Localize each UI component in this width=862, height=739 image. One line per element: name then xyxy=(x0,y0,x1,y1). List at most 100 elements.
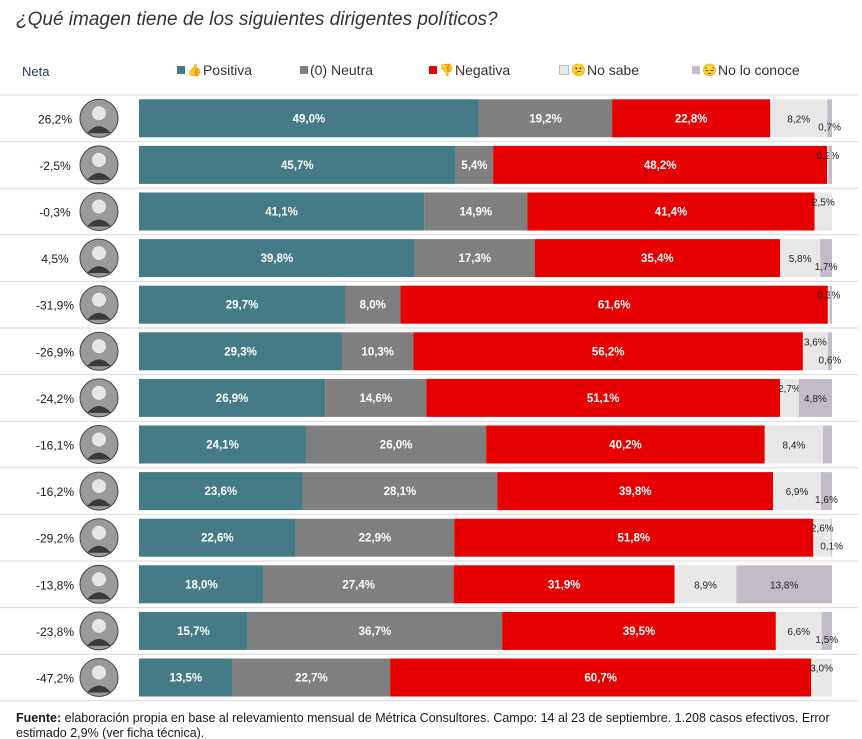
legend-label: No sabe xyxy=(586,62,640,78)
neta-value: -16,1% xyxy=(36,439,74,453)
bar-segment xyxy=(139,145,456,184)
neta-value: -2,5% xyxy=(39,159,71,173)
bar-segment xyxy=(674,565,737,604)
avatar-body xyxy=(87,638,111,646)
data-label: 26,0% xyxy=(380,440,413,452)
bar-segment xyxy=(827,145,829,184)
avatar-body xyxy=(87,219,111,227)
bar-segment xyxy=(342,332,414,371)
data-label: 19,2% xyxy=(529,113,562,125)
data-label: 14,9% xyxy=(459,207,492,219)
legend-label: Positiva xyxy=(202,62,252,78)
avatar-face xyxy=(92,246,106,261)
bar-segment xyxy=(813,518,832,557)
data-label: 5,4% xyxy=(461,160,487,172)
bar-segment xyxy=(139,658,233,697)
bar-segment xyxy=(139,472,303,511)
neta-value: -23,8% xyxy=(36,625,74,639)
avatar-body xyxy=(87,405,111,413)
bar-segment xyxy=(426,378,781,417)
legend-item-5: 😔 No lo conoce xyxy=(692,62,800,78)
bar-segment xyxy=(828,145,832,184)
data-label: 0,6% xyxy=(819,355,842,366)
neta-value: 26,2% xyxy=(38,112,72,126)
data-label: 41,4% xyxy=(655,207,688,219)
avatar-body xyxy=(87,126,111,134)
avatar-face xyxy=(92,106,106,121)
bar-segment xyxy=(612,99,771,138)
bar-segment xyxy=(295,518,455,557)
thumbs-down-icon: 👎 xyxy=(439,63,454,77)
data-label: 1,7% xyxy=(815,262,838,273)
bar-segment xyxy=(502,611,776,650)
bar-segment xyxy=(325,378,427,417)
data-label: 60,7% xyxy=(584,673,617,685)
data-label: 23,6% xyxy=(204,486,237,498)
data-label: 1,6% xyxy=(815,495,838,506)
legend-item-3: 👎 Negativa xyxy=(429,62,510,78)
data-label: 29,3% xyxy=(224,346,257,358)
data-label: 22,6% xyxy=(201,533,234,545)
bar-segment xyxy=(486,425,765,464)
bar-segment xyxy=(821,611,832,650)
data-label: 1,5% xyxy=(815,635,838,646)
bar-segment xyxy=(736,565,832,604)
data-label: 45,7% xyxy=(281,160,314,172)
data-label: 22,9% xyxy=(359,533,392,545)
data-label: 35,4% xyxy=(641,253,674,265)
confused-face-icon: 😕 xyxy=(571,63,586,77)
data-label: 39,8% xyxy=(619,486,652,498)
data-label: 15,7% xyxy=(177,626,210,638)
bar-segment xyxy=(139,99,479,138)
neta-value: -13,8% xyxy=(36,578,74,592)
bar-segment xyxy=(345,285,401,324)
data-label: 27,4% xyxy=(342,579,375,591)
bar-segment xyxy=(770,99,828,138)
bar-segment xyxy=(139,239,415,278)
bar-segment xyxy=(454,518,814,557)
legend-item-2: (0) Neutra xyxy=(300,62,373,78)
footnote: Fuente: elaboración propia en base al re… xyxy=(16,711,846,739)
bar-segment xyxy=(139,192,425,231)
data-label: 22,7% xyxy=(295,673,328,685)
neta-value: -16,2% xyxy=(36,485,74,499)
bar-segment xyxy=(413,332,803,371)
neta-value: 4,5% xyxy=(41,252,69,266)
bar-segment xyxy=(780,239,821,278)
avatar-face xyxy=(92,292,106,307)
data-label: 51,1% xyxy=(587,393,620,405)
data-label: 61,6% xyxy=(598,300,631,312)
avatar-body xyxy=(87,266,111,274)
bar-segment xyxy=(302,472,498,511)
data-label: 2,5% xyxy=(812,198,835,209)
bar-segment xyxy=(493,145,828,184)
legend-item-4: 😕 No sabe xyxy=(559,62,639,78)
neta-value: -29,2% xyxy=(36,532,74,546)
data-label: 29,7% xyxy=(226,300,259,312)
avatar-body xyxy=(87,172,111,180)
avatar-body xyxy=(87,592,111,600)
bar-segment xyxy=(247,611,503,650)
bar-segment xyxy=(802,332,828,371)
avatar-face xyxy=(92,572,106,587)
bar-segment xyxy=(773,472,821,511)
data-label: 0,2% xyxy=(816,151,839,162)
data-label: 8,4% xyxy=(782,441,805,452)
data-label: 41,1% xyxy=(265,207,298,219)
footnote-text: elaboración propia en base al relevamien… xyxy=(16,711,830,739)
legend-swatch xyxy=(692,66,700,74)
bar-segment xyxy=(414,239,535,278)
legend-label: No lo conoce xyxy=(717,62,800,78)
bar-segment xyxy=(139,285,346,324)
avatar-face xyxy=(92,665,106,680)
data-label: 8,2% xyxy=(787,114,810,125)
bar-segment xyxy=(453,565,675,604)
data-label: 8,9% xyxy=(694,580,717,591)
avatar-face xyxy=(92,152,106,167)
data-label: 0,7% xyxy=(818,122,841,133)
legend-item-1: 👍 Positiva xyxy=(177,62,252,78)
bar-segment xyxy=(139,378,326,417)
avatar-body xyxy=(87,545,111,553)
data-label: 17,3% xyxy=(458,253,491,265)
data-label: 2,7% xyxy=(778,384,801,395)
